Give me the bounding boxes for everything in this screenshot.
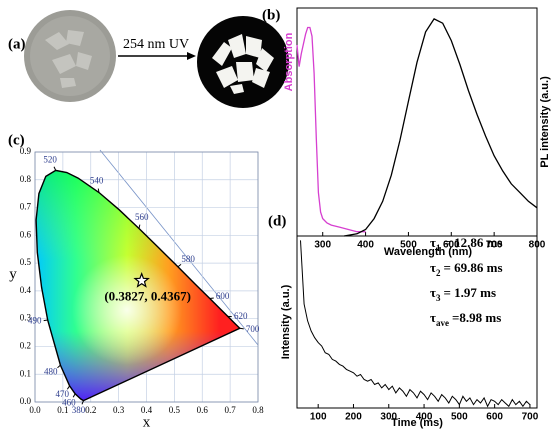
wavelength-label: 520 bbox=[43, 154, 57, 164]
x-tick-label: 0.2 bbox=[85, 405, 96, 415]
reference-line bbox=[99, 149, 259, 346]
lifetime-subscript: 3 bbox=[436, 293, 441, 303]
arrow-text: 254 nm UV bbox=[123, 37, 189, 52]
x-tick-label: 600 bbox=[443, 240, 460, 251]
panel-label: (c) bbox=[8, 132, 25, 148]
locus-tick bbox=[53, 166, 57, 171]
wavelength-label: 580 bbox=[181, 254, 195, 264]
panel-label: (d) bbox=[268, 213, 286, 229]
x-tick-label: 0.7 bbox=[225, 405, 237, 415]
x-axis-label: Wavelength (nm) bbox=[384, 246, 473, 258]
y-tick-label: 0.9 bbox=[20, 146, 32, 156]
locus-tick bbox=[97, 188, 100, 193]
wavelength-label: 620 bbox=[234, 311, 248, 321]
y-tick-label: 0.6 bbox=[20, 229, 32, 239]
x-tick-label: 0.8 bbox=[252, 405, 264, 415]
lifetime-value: = 12.86 ms bbox=[444, 235, 503, 250]
spectral-locus bbox=[35, 169, 242, 402]
wavelength-label: 470 bbox=[55, 389, 69, 399]
x-tick-label: 0.1 bbox=[57, 405, 68, 415]
y-axis-label: y bbox=[9, 266, 17, 282]
y-axis-label: Intensity (a.u.) bbox=[280, 284, 292, 359]
lifetime-value: = 69.86 ms bbox=[444, 260, 503, 275]
locus-tick bbox=[57, 364, 61, 369]
spectrum-line bbox=[296, 26, 366, 233]
y-tick-label: 0.4 bbox=[20, 285, 32, 295]
locus-tick bbox=[81, 400, 84, 405]
locus-tick bbox=[43, 319, 48, 322]
photo-flakes bbox=[45, 30, 92, 88]
lifetime-symbol: τ bbox=[430, 310, 436, 325]
point-label: (0.3827, 0.4367) bbox=[104, 289, 191, 304]
x-tick-label: 0.6 bbox=[197, 405, 209, 415]
x-tick-label: 700 bbox=[486, 240, 503, 251]
x-tick-label: 500 bbox=[400, 240, 417, 251]
lifetime-symbol: τ bbox=[430, 260, 436, 275]
x-tick-label: 400 bbox=[416, 412, 433, 423]
x-tick-label: 0.0 bbox=[29, 405, 41, 415]
x-tick-label: 500 bbox=[451, 412, 468, 423]
lifetime-value: =8.98 ms bbox=[452, 310, 501, 325]
plot-frame bbox=[34, 151, 259, 403]
y2-axis-label: PL intensity (a.u.) bbox=[539, 76, 551, 168]
chromaticity-point bbox=[133, 272, 150, 288]
x-tick-label: 0.5 bbox=[169, 405, 181, 415]
x-tick-label: 200 bbox=[345, 412, 362, 423]
locus-tick bbox=[209, 297, 214, 300]
x-tick-label: 0.4 bbox=[141, 405, 153, 415]
locus-tick bbox=[66, 385, 71, 390]
lifetime-symbol: τ bbox=[430, 285, 436, 300]
y-tick-label: 0.5 bbox=[20, 257, 32, 267]
wavelength-label: 540 bbox=[90, 176, 104, 186]
y-tick-label: 0.2 bbox=[20, 341, 31, 351]
x-axis-label: Time (ms) bbox=[391, 417, 443, 429]
x-tick-label: 600 bbox=[486, 412, 503, 423]
x-axis-label: x bbox=[143, 414, 151, 430]
wavelength-label: 700 bbox=[246, 324, 260, 334]
x-tick-label: 0.3 bbox=[113, 405, 125, 415]
x-tick-label: 100 bbox=[310, 412, 327, 423]
photo-uv-flakes bbox=[212, 34, 274, 94]
lifetime-annotation: τ3 = 1.97 ms bbox=[430, 285, 496, 303]
axes bbox=[296, 232, 538, 409]
y-tick-label: 0.7 bbox=[20, 202, 32, 212]
x-tick-label: 400 bbox=[357, 240, 374, 251]
lifetime-subscript: 1 bbox=[436, 243, 441, 253]
lifetime-subscript: 2 bbox=[436, 268, 441, 278]
locus-tick bbox=[72, 393, 76, 398]
wavelength-label: 480 bbox=[44, 367, 58, 377]
lifetime-subscript: ave bbox=[436, 318, 449, 328]
wavelength-label: 490 bbox=[28, 316, 42, 326]
spectrum-line bbox=[343, 18, 538, 237]
lifetime-annotation: τave =8.98 ms bbox=[430, 310, 501, 328]
x-tick-label: 300 bbox=[314, 240, 331, 251]
arrow-head bbox=[187, 52, 196, 60]
plot-frame bbox=[296, 7, 538, 237]
locus-tick bbox=[177, 263, 182, 268]
panel-label: (b) bbox=[262, 7, 280, 23]
y-tick-label: 0.8 bbox=[20, 174, 32, 184]
lifetime-annotation: τ2 = 69.86 ms bbox=[430, 260, 503, 278]
lifetime-value: = 1.97 ms bbox=[444, 285, 497, 300]
wavelength-label: 380 bbox=[72, 405, 86, 415]
x-tick-label: 300 bbox=[380, 412, 397, 423]
lifetime-annotation: τ1 = 12.86 ms bbox=[430, 235, 503, 253]
locus-tick bbox=[239, 327, 244, 330]
panel-a: (a) 254 nm UV bbox=[8, 10, 289, 108]
decay-line bbox=[300, 240, 531, 408]
y-tick-label: 0.0 bbox=[20, 396, 32, 406]
x-tick-label: 700 bbox=[522, 412, 539, 423]
locus-tick bbox=[138, 224, 141, 229]
panel-label: (a) bbox=[8, 36, 26, 52]
y-tick-label: 0.1 bbox=[20, 368, 31, 378]
wavelength-label: 560 bbox=[135, 212, 149, 222]
y-tick-label: 0.3 bbox=[20, 313, 32, 323]
wavelength-label: 600 bbox=[216, 291, 230, 301]
lifetime-symbol: τ bbox=[430, 235, 436, 250]
y-axis-label: Absorption bbox=[283, 32, 295, 91]
wavelength-label: 460 bbox=[62, 397, 76, 407]
